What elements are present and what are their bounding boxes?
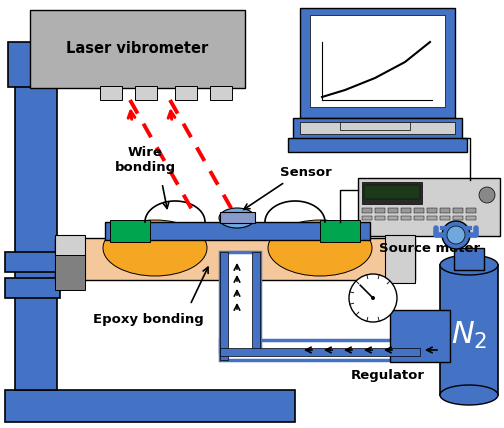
Bar (220, 252, 228, 352)
Ellipse shape (440, 255, 498, 275)
Bar (15, 55, 57, 390)
Text: Sensor: Sensor (280, 166, 332, 178)
Ellipse shape (103, 220, 207, 276)
Bar (358, 178, 500, 236)
Bar (375, 216, 385, 220)
Circle shape (371, 296, 375, 300)
Bar (390, 310, 450, 362)
Bar (300, 8, 455, 118)
Bar (220, 252, 260, 352)
Bar (135, 86, 157, 100)
Bar (385, 235, 415, 283)
Bar (453, 216, 463, 220)
Bar (340, 122, 410, 130)
Bar (440, 208, 450, 213)
Bar (362, 216, 372, 220)
Bar (8, 42, 66, 87)
Bar (388, 216, 398, 220)
Bar (453, 208, 463, 213)
Bar (5, 278, 60, 298)
Ellipse shape (219, 208, 255, 228)
Bar (110, 220, 150, 242)
Ellipse shape (268, 220, 372, 276)
Text: Wire
bonding: Wire bonding (114, 146, 175, 174)
Bar (388, 208, 398, 213)
Bar (454, 248, 484, 270)
Bar (364, 185, 420, 199)
Bar (210, 86, 232, 100)
Bar (414, 216, 424, 220)
Bar (466, 216, 476, 220)
Bar (288, 138, 467, 152)
Bar (55, 238, 415, 280)
Bar (5, 390, 295, 422)
Bar (220, 348, 420, 356)
Bar (375, 208, 385, 213)
Circle shape (349, 274, 397, 322)
Bar (320, 220, 360, 242)
Text: $N_2$: $N_2$ (451, 319, 487, 351)
Bar (466, 208, 476, 213)
Bar (30, 10, 245, 88)
Bar (427, 208, 437, 213)
Ellipse shape (440, 385, 498, 405)
Bar (300, 122, 455, 134)
Bar (15, 55, 190, 80)
Bar (55, 235, 85, 283)
Bar (401, 216, 411, 220)
Bar (427, 216, 437, 220)
Text: Regulator: Regulator (351, 369, 425, 381)
Bar (440, 265, 498, 395)
Bar (55, 255, 85, 290)
Bar (220, 340, 228, 360)
Bar (362, 182, 422, 204)
Circle shape (442, 221, 470, 249)
Bar (362, 208, 372, 213)
Bar (401, 208, 411, 213)
Text: Epoxy bonding: Epoxy bonding (93, 313, 204, 327)
Circle shape (479, 187, 495, 203)
Bar (293, 118, 462, 140)
Bar (440, 216, 450, 220)
Bar (412, 340, 420, 360)
Bar (252, 252, 260, 352)
Bar (100, 86, 122, 100)
Bar (5, 252, 60, 272)
Bar (310, 15, 445, 107)
Text: Laser vibrometer: Laser vibrometer (66, 41, 208, 56)
Bar (414, 208, 424, 213)
Bar (105, 222, 370, 240)
Bar (220, 340, 420, 360)
Circle shape (447, 226, 465, 244)
Bar (220, 212, 255, 223)
Text: Source meter: Source meter (380, 241, 480, 255)
Bar (175, 86, 197, 100)
